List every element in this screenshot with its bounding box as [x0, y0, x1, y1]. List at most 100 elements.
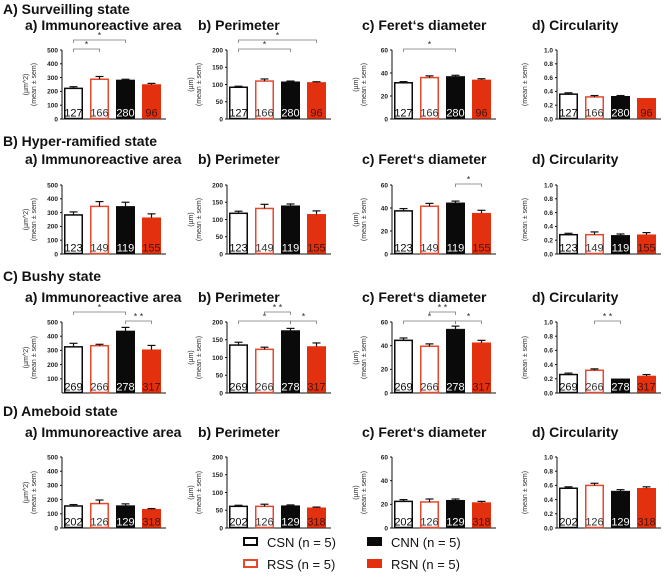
- significance-label: *: [428, 312, 432, 322]
- y-axis-label: (mean ± sem): [361, 198, 368, 241]
- y-axis-label: (µm): [353, 485, 360, 500]
- significance-bracket: [594, 320, 621, 324]
- y-tick-label: 0: [384, 116, 388, 123]
- n-label: 127: [229, 108, 247, 120]
- y-tick-label: 1.0: [544, 182, 553, 189]
- y-axis-label: (mean ± sem): [196, 471, 203, 514]
- y-tick-label: 400: [47, 196, 58, 203]
- y-tick-label: 1.0: [544, 47, 553, 54]
- n-label: 266: [585, 382, 603, 394]
- n-label: 149: [585, 243, 603, 255]
- bar-chart: b) Perimeter 0 50 100 150 200 (µm) (mean ± sem)…: [188, 289, 331, 397]
- y-tick-label: 400: [47, 334, 58, 341]
- significance-bracket: [125, 320, 152, 324]
- y-axis-label: (mean ± sem): [31, 336, 38, 379]
- y-axis-label: (µm^2): [23, 482, 30, 504]
- significance-label: * *: [134, 312, 144, 322]
- bar-chart: a) Immunoreactive area 0 100 200 300 400 500 (µ…: [23, 151, 182, 258]
- n-label: 96: [475, 108, 487, 120]
- legend-label: RSN (n = 5): [391, 557, 460, 572]
- y-tick-label: 100: [47, 376, 58, 383]
- n-label: 278: [446, 382, 464, 394]
- chart-title: a) Immunoreactive area: [25, 289, 182, 305]
- y-tick-label: 300: [47, 210, 58, 217]
- y-tick-label: 40: [381, 343, 389, 350]
- n-label: 202: [64, 517, 82, 529]
- y-tick-label: 20: [381, 93, 389, 100]
- n-label: 317: [472, 382, 490, 394]
- chart-title: c) Feret‘s diameter: [362, 424, 487, 440]
- y-tick-label: 150: [212, 65, 223, 72]
- significance-label: *: [98, 31, 102, 41]
- y-axis-label: (mean ± sem): [522, 471, 529, 514]
- n-label: 126: [585, 517, 603, 529]
- bar-chart: d) Circularity 0.0 0.2 0.4 0.6 0.8 1.0 (mean ± …: [522, 289, 661, 397]
- significance-label: *: [302, 312, 306, 322]
- y-tick-label: 0: [219, 390, 223, 397]
- bar-chart: b) Perimeter 0 50 100 150 200 (µm) (mean ± sem)…: [188, 151, 331, 258]
- n-label: 280: [446, 108, 464, 120]
- y-tick-label: 50: [216, 508, 224, 515]
- significance-label: *: [263, 40, 267, 50]
- bar-chart: c) Feret‘s diameter 0 20 40 60 (µm) (mean ± se…: [353, 17, 496, 123]
- n-label: 278: [116, 382, 134, 394]
- chart-title: d) Circularity: [532, 151, 619, 167]
- n-label: 278: [281, 382, 299, 394]
- n-label: 149: [90, 243, 108, 255]
- y-tick-label: 0.4: [544, 362, 553, 369]
- section-title: C) Bushy state: [3, 268, 101, 284]
- significance-bracket: [429, 311, 456, 315]
- y-tick-label: 200: [47, 497, 58, 504]
- y-tick-label: 0.0: [544, 116, 553, 123]
- y-tick-label: 50: [216, 234, 224, 241]
- bar-chart: d) Circularity 0.0 0.2 0.4 0.6 0.8 1.0 (mean ± …: [522, 151, 661, 258]
- y-tick-label: 40: [381, 70, 389, 77]
- legend-swatch: [243, 559, 258, 568]
- y-tick-label: 200: [47, 89, 58, 96]
- y-tick-label: 50: [216, 373, 224, 380]
- n-label: 318: [307, 517, 325, 529]
- legend-swatch: [367, 537, 382, 546]
- n-label: 166: [90, 108, 108, 120]
- chart-title: d) Circularity: [532, 289, 619, 305]
- significance-label: *: [428, 40, 432, 50]
- y-tick-label: 100: [47, 238, 58, 245]
- n-label: 123: [559, 243, 577, 255]
- y-tick-label: 0: [219, 251, 223, 258]
- n-label: 278: [611, 382, 629, 394]
- n-label: 202: [229, 517, 247, 529]
- y-tick-label: 20: [381, 228, 389, 235]
- legend-item-rss: RSS (n = 5): [243, 557, 335, 572]
- y-tick-label: 0.6: [544, 75, 553, 82]
- n-label: 317: [307, 382, 325, 394]
- y-tick-label: 0.8: [544, 61, 553, 68]
- y-axis-label: (mean ± sem): [361, 471, 368, 514]
- n-label: 96: [640, 108, 652, 120]
- n-label: 318: [142, 517, 160, 529]
- y-tick-label: 0.2: [544, 376, 553, 383]
- section-title: A) Surveilling state: [3, 1, 130, 17]
- bar-chart: b) Perimeter 0 50 100 150 200 (µm) (mean ± sem)…: [188, 17, 331, 123]
- y-tick-label: 0.8: [544, 334, 553, 341]
- y-tick-label: 300: [47, 483, 58, 490]
- y-tick-label: 100: [212, 217, 223, 224]
- significance-label: *: [467, 312, 471, 322]
- chart-title: a) Immunoreactive area: [25, 17, 182, 33]
- n-label: 269: [229, 382, 247, 394]
- y-tick-label: 200: [212, 319, 223, 326]
- y-tick-label: 0.2: [544, 238, 553, 245]
- n-label: 266: [90, 382, 108, 394]
- y-axis-label: (mean ± sem): [361, 336, 368, 379]
- significance-bracket: [264, 311, 291, 315]
- y-tick-label: 100: [47, 103, 58, 110]
- y-axis-label: (µm): [188, 350, 195, 365]
- y-axis-label: (mean ± sem): [522, 63, 529, 106]
- significance-bracket: [73, 39, 126, 43]
- n-label: 129: [446, 517, 464, 529]
- legend-swatch: [243, 537, 258, 546]
- significance-label: *: [276, 31, 280, 41]
- significance-bracket: [73, 311, 126, 315]
- n-label: 166: [255, 108, 273, 120]
- section-title: B) Hyper-ramified state: [3, 133, 157, 149]
